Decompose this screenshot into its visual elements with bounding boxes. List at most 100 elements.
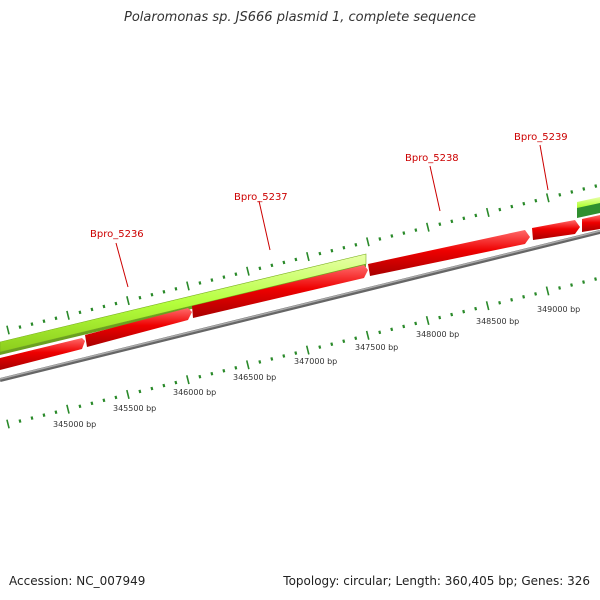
outer-tick-minor (462, 216, 466, 221)
gene-label-bpro-5236[interactable]: Bpro_5236 (90, 229, 144, 240)
outer-tick-minor (294, 257, 298, 262)
outer-tick-minor (414, 228, 418, 232)
position-label-349000: 349000 bp (537, 305, 580, 314)
inner-tick-minor (330, 342, 334, 346)
outer-tick-minor (342, 245, 346, 250)
gene-arrow-bpro-5239[interactable] (532, 220, 580, 240)
inner-tick-minor (534, 292, 538, 296)
inner-tick-minor (378, 330, 382, 335)
outer-tick-minor (114, 301, 118, 306)
inner-tick-minor (318, 345, 322, 349)
outer-tick-minor (234, 272, 238, 276)
outer-tick-major (66, 310, 70, 320)
gene-label-bpro-5237[interactable]: Bpro_5237 (234, 192, 288, 203)
inner-tick-minor (174, 380, 178, 385)
outer-tick-minor (42, 319, 46, 324)
outer-tick-major (6, 325, 10, 335)
inner-tick-major (545, 286, 550, 296)
outer-tick-minor (18, 325, 22, 329)
position-label-347500: 347500 bp (355, 343, 398, 352)
outer-tick-minor (354, 242, 358, 247)
outer-tick-minor (522, 201, 526, 206)
outer-tick-minor (138, 295, 142, 300)
outer-tick-major (186, 281, 190, 291)
inner-tick-minor (390, 327, 394, 332)
gene-label-bpro-5238[interactable]: Bpro_5238 (405, 153, 459, 164)
outer-tick-minor (258, 266, 262, 271)
outer-tick-minor (102, 304, 106, 309)
outer-tick-minor (450, 219, 454, 224)
inner-tick-minor (582, 280, 586, 284)
gene-arrow-bpro-5238[interactable] (368, 230, 530, 276)
outer-tick-major (366, 237, 370, 247)
outer-tick-minor (90, 307, 94, 312)
outer-tick-major (126, 296, 130, 306)
inner-tick-minor (354, 336, 358, 341)
inner-tick-major (365, 330, 370, 340)
position-label-348500: 348500 bp (476, 317, 519, 326)
gene-label-bpro-5239[interactable]: Bpro_5239 (514, 132, 568, 143)
gene-arrow-bpro-5240[interactable] (582, 215, 600, 232)
gene-arrow-bpro-5237[interactable] (192, 265, 368, 318)
outer-tick-major (306, 251, 310, 262)
inner-tick-minor (594, 277, 597, 281)
inner-tick-minor (198, 374, 202, 379)
inner-tick-minor (234, 365, 238, 370)
outer-tick-minor (582, 187, 586, 191)
gene-arrow-bpro-5236b[interactable] (85, 308, 192, 347)
outer-tick-minor (222, 275, 226, 279)
inner-tick-minor (30, 416, 34, 420)
inner-tick-minor (522, 295, 526, 299)
outer-tick-minor (570, 190, 574, 194)
inner-tick-minor (90, 401, 94, 406)
inner-tick-minor (510, 297, 514, 302)
forward-feature-band (0, 197, 600, 355)
outer-tick-minor (378, 237, 382, 241)
outer-tick-major (545, 193, 550, 203)
inner-tick-major (186, 375, 190, 385)
outer-tick-minor (318, 251, 322, 256)
inner-tick-minor (222, 368, 226, 373)
inner-tick-minor (162, 383, 166, 388)
outer-tick-minor (402, 231, 406, 235)
inner-tick-major (485, 301, 490, 311)
outer-tick-minor (174, 287, 178, 291)
inner-tick-minor (402, 324, 406, 329)
inner-tick-minor (414, 321, 418, 326)
outer-tick-minor (594, 184, 598, 188)
inner-tick-ring (6, 277, 597, 429)
inner-tick-minor (462, 309, 466, 314)
outer-tick-major (485, 207, 490, 218)
position-label-345000: 345000 bp (53, 420, 96, 429)
outer-tick-minor (78, 310, 82, 315)
inner-tick-minor (450, 312, 454, 317)
inner-tick-minor (570, 283, 574, 287)
backbone-line (0, 230, 600, 382)
inner-tick-minor (150, 386, 154, 391)
inner-tick-minor (294, 351, 298, 355)
outer-tick-minor (330, 248, 334, 253)
inner-tick-major (126, 389, 130, 399)
inner-tick-minor (54, 410, 58, 414)
outer-tick-minor (474, 213, 478, 218)
inner-tick-minor (342, 339, 346, 344)
outer-tick-minor (210, 278, 214, 282)
gene-leaders (115, 144, 549, 288)
outer-tick-major (246, 266, 250, 276)
gene-arrows (0, 215, 600, 370)
inner-tick-minor (558, 286, 562, 290)
position-label-347000: 347000 bp (294, 357, 337, 366)
outer-tick-minor (150, 292, 154, 297)
inner-tick-major (66, 404, 70, 414)
inner-tick-minor (258, 360, 262, 364)
gene-arrow-bpro-5236[interactable] (0, 338, 85, 370)
inner-tick-minor (78, 404, 82, 409)
inner-tick-minor (438, 315, 442, 320)
inner-tick-minor (102, 398, 106, 403)
inner-tick-minor (474, 306, 478, 311)
outer-tick-minor (270, 263, 274, 268)
outer-tick-minor (54, 316, 58, 321)
outer-tick-minor (198, 281, 202, 285)
inner-tick-major (245, 360, 250, 370)
